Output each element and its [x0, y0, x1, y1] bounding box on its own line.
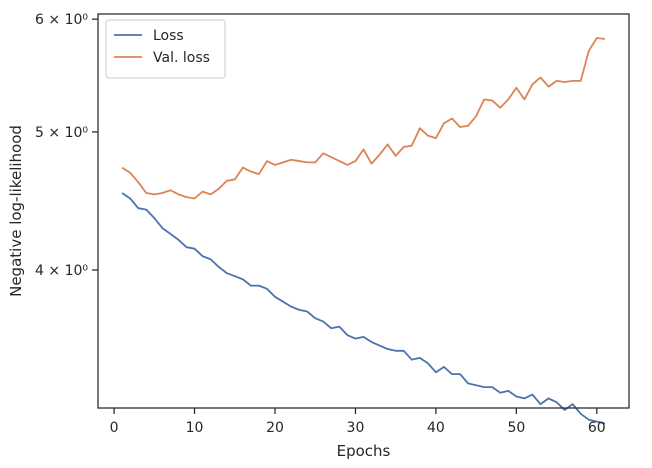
y-tick-label: 4 × 10⁰	[35, 263, 88, 279]
legend-label: Val. loss	[153, 50, 210, 66]
legend: Loss Val. loss	[105, 19, 226, 79]
x-axis: 0 10 20 30 40 50 60	[110, 408, 606, 436]
series-line-loss	[121, 192, 606, 425]
legend-label: Loss	[153, 28, 184, 44]
y-axis: 4 × 10⁰ 5 × 10⁰ 6 × 10⁰	[35, 12, 98, 279]
x-tick-label: 60	[588, 420, 606, 436]
x-tick-label: 10	[186, 420, 204, 436]
x-tick-label: 50	[507, 420, 525, 436]
x-tick-label: 20	[266, 420, 284, 436]
y-tick-label: 5 × 10⁰	[35, 125, 88, 141]
y-axis-label: Negative log-likelihood	[7, 125, 25, 297]
series-line-val-loss	[121, 37, 605, 200]
x-tick-label: 40	[427, 420, 445, 436]
series-group	[121, 37, 606, 425]
plot-frame	[97, 13, 630, 409]
x-tick-label: 30	[347, 420, 365, 436]
x-tick-label: 0	[110, 420, 119, 436]
y-tick-label: 6 × 10⁰	[35, 12, 88, 28]
x-axis-label: Epochs	[337, 442, 391, 460]
